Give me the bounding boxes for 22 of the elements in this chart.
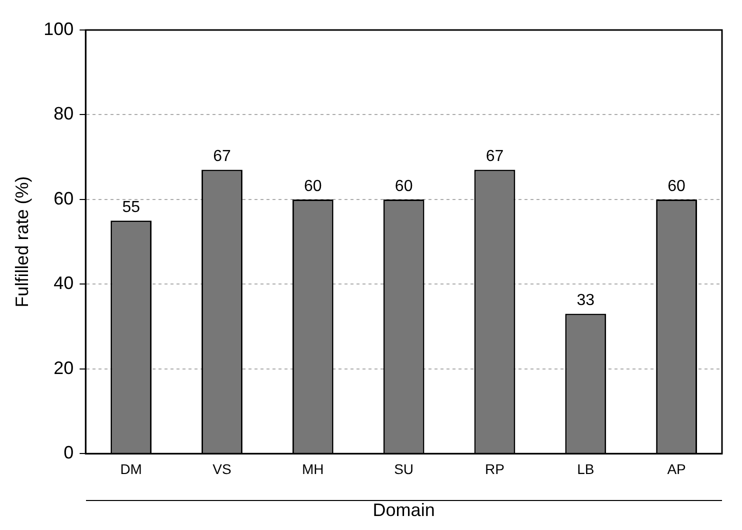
data-label: 60 bbox=[394, 178, 413, 195]
y-axis-title: Fulfilled rate (%) bbox=[12, 176, 32, 308]
x-tick-label: VS bbox=[212, 460, 232, 477]
y-tick-label: 40 bbox=[54, 273, 74, 294]
y-tick-label: 0 bbox=[64, 442, 74, 463]
y-tick-label: 80 bbox=[54, 104, 74, 124]
x-tick-label: LB bbox=[577, 460, 594, 477]
x-tick-label: MH bbox=[302, 460, 324, 477]
x-axis-title: Domain bbox=[372, 500, 435, 520]
x-tick-label: DM bbox=[120, 460, 142, 477]
data-label: 67 bbox=[486, 148, 504, 166]
data-label: 60 bbox=[304, 178, 322, 195]
data-label: 60 bbox=[668, 178, 686, 195]
y-tick-label: 100 bbox=[44, 18, 74, 39]
x-tick-label: SU bbox=[394, 460, 414, 477]
y-tick-label: 20 bbox=[54, 358, 74, 378]
x-tick-label: RP bbox=[485, 460, 504, 477]
data-label: 67 bbox=[213, 148, 231, 166]
data-label: 55 bbox=[122, 199, 140, 216]
data-label: 33 bbox=[576, 292, 595, 310]
x-tick-label: AP bbox=[667, 460, 686, 477]
y-tick-label: 60 bbox=[54, 188, 74, 208]
